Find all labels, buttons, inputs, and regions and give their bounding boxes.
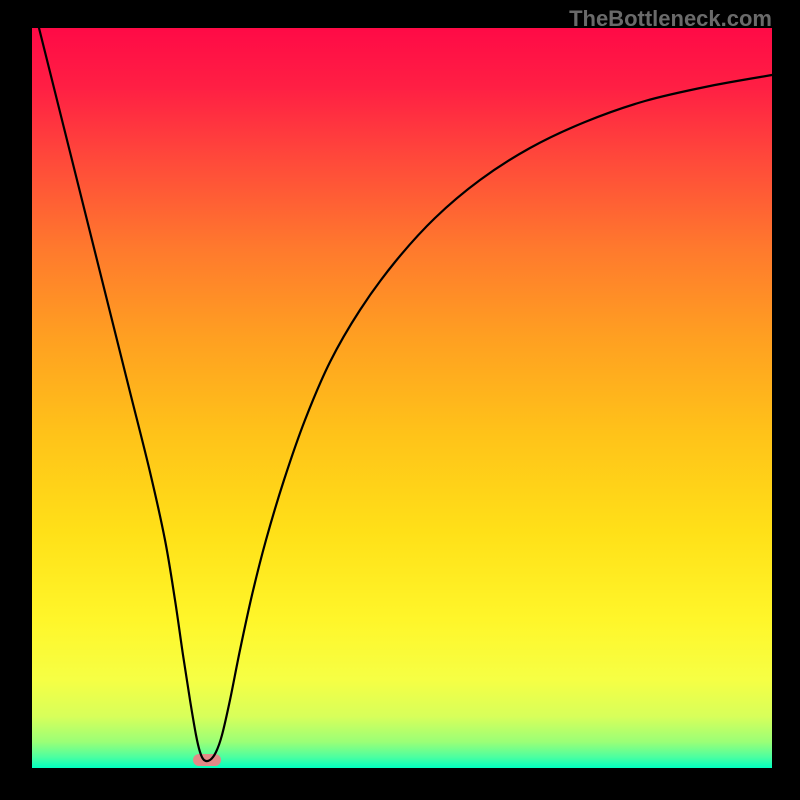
curve-path — [32, 0, 772, 761]
watermark-text: TheBottleneck.com — [569, 6, 772, 32]
chart-container: TheBottleneck.com — [0, 0, 800, 800]
bottleneck-curve — [0, 0, 800, 800]
